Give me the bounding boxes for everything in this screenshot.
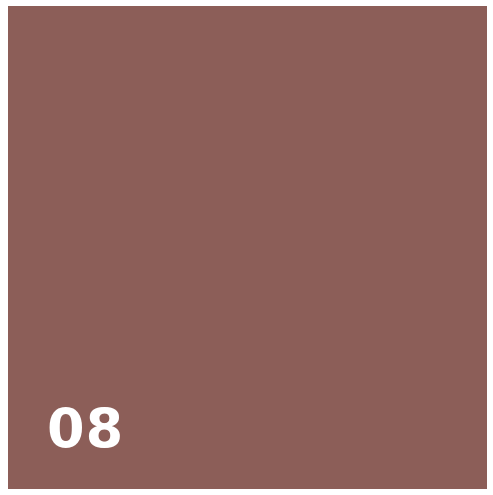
swatch-number: 08	[47, 397, 125, 460]
color-swatch: 08	[8, 6, 487, 489]
